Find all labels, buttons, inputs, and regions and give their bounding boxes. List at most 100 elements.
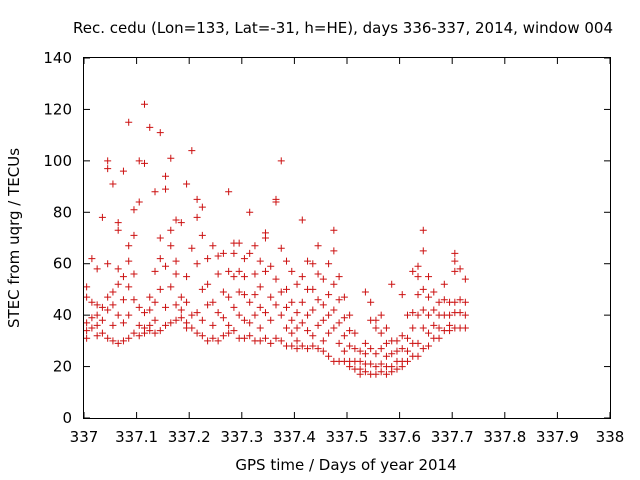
x-tick-label: 337.5 (326, 428, 369, 446)
plot-frame (83, 57, 611, 419)
data-point (193, 213, 201, 221)
data-point (361, 339, 369, 347)
data-point (377, 329, 385, 337)
data-point (272, 275, 280, 283)
data-point (288, 316, 296, 324)
data-point (419, 285, 427, 293)
data-point (314, 296, 322, 304)
data-point (256, 324, 264, 332)
data-point (198, 231, 206, 239)
data-point (456, 296, 464, 304)
data-point (162, 262, 170, 270)
data-point (382, 370, 390, 378)
data-point (204, 337, 212, 345)
data-point (346, 327, 354, 335)
data-point (256, 283, 264, 291)
data-point (325, 311, 333, 319)
data-point (461, 275, 469, 283)
chart-title: Rec. cedu (Lon=133, Lat=-31, h=HE), days… (73, 19, 613, 37)
data-point (414, 291, 422, 299)
data-point (277, 157, 285, 165)
data-point (209, 242, 217, 250)
data-point (183, 298, 191, 306)
data-point (325, 260, 333, 268)
data-point (156, 327, 164, 335)
data-point (104, 334, 112, 342)
data-point (193, 195, 201, 203)
data-point (130, 206, 138, 214)
data-point (372, 324, 380, 332)
data-point (288, 267, 296, 275)
data-point (325, 329, 333, 337)
data-point (256, 337, 264, 345)
data-point (88, 314, 96, 322)
y-tick-label: 80 (53, 203, 72, 221)
data-point (209, 321, 217, 329)
data-point (151, 267, 159, 275)
data-point (304, 345, 312, 353)
data-point (261, 267, 269, 275)
data-point (309, 332, 317, 340)
data-point (298, 342, 306, 350)
data-point (361, 288, 369, 296)
data-point (330, 247, 338, 255)
data-point (451, 267, 459, 275)
data-point (425, 342, 433, 350)
data-point (382, 352, 390, 360)
data-point (283, 257, 291, 265)
data-point (382, 339, 390, 347)
data-point (430, 288, 438, 296)
data-point (219, 249, 227, 257)
data-point (235, 288, 243, 296)
data-point (377, 311, 385, 319)
data-point (246, 249, 254, 257)
data-point (109, 337, 117, 345)
data-point (356, 357, 364, 365)
data-point (367, 360, 375, 368)
data-point (335, 319, 343, 327)
data-point (104, 260, 112, 268)
data-point (425, 273, 433, 281)
data-point (403, 311, 411, 319)
data-point (277, 311, 285, 319)
data-point (261, 234, 269, 242)
data-point (398, 332, 406, 340)
data-point (409, 324, 417, 332)
data-point (83, 327, 91, 335)
data-point (414, 352, 422, 360)
data-point (198, 285, 206, 293)
data-point (314, 242, 322, 250)
data-point (372, 316, 380, 324)
data-point (419, 324, 427, 332)
x-tick-label: 337.9 (536, 428, 579, 446)
data-point (283, 303, 291, 311)
data-point (93, 301, 101, 309)
data-point (251, 242, 259, 250)
data-point (277, 288, 285, 296)
data-point (204, 255, 212, 263)
data-point (198, 332, 206, 340)
data-point (393, 337, 401, 345)
data-point (419, 345, 427, 353)
data-point (219, 288, 227, 296)
data-point (151, 329, 159, 337)
data-point (246, 208, 254, 216)
data-point (298, 216, 306, 224)
data-point (151, 188, 159, 196)
data-point (130, 270, 138, 278)
data-point (340, 293, 348, 301)
data-point (451, 249, 459, 257)
data-point (388, 280, 396, 288)
data-point (83, 293, 91, 301)
data-point (114, 219, 122, 227)
data-point (425, 329, 433, 337)
data-point (330, 280, 338, 288)
data-point (98, 213, 106, 221)
data-point (361, 350, 369, 358)
data-point (240, 255, 248, 263)
data-point (372, 363, 380, 371)
data-point (419, 306, 427, 314)
data-point (83, 283, 91, 291)
data-point (293, 280, 301, 288)
data-point (151, 316, 159, 324)
